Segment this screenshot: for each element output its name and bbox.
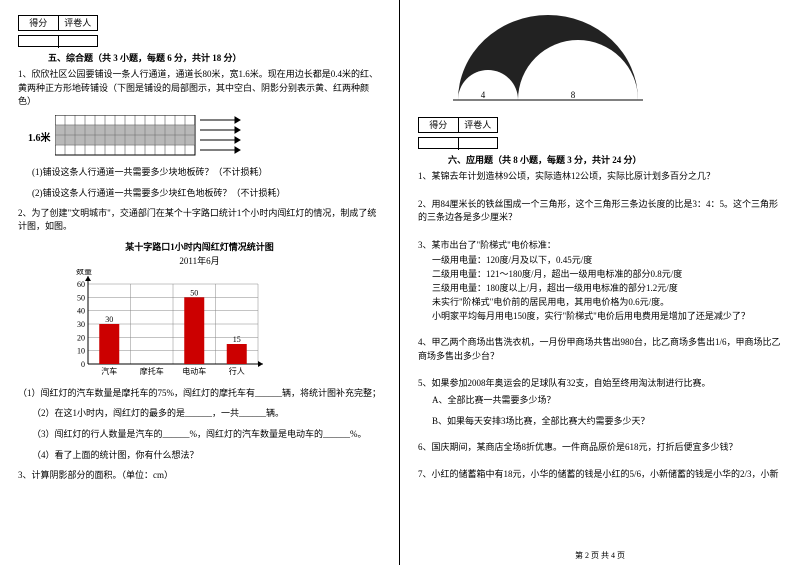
tile-width-label: 1.6米 xyxy=(28,129,51,144)
svg-text:数量: 数量 xyxy=(76,269,92,276)
svg-text:60: 60 xyxy=(77,280,85,289)
arc-label-8: 8 xyxy=(571,90,576,100)
tile-figure: 1.6米 xyxy=(28,115,381,159)
q5-1-2: (2)铺设这条人行通道一共需要多少块红色地板砖？（不计损耗） xyxy=(32,186,381,199)
q6-6: 6、国庆期间，某商店全场8折优惠。一件商品原价是618元，打折后便宜多少钱？ xyxy=(418,441,782,455)
page-footer: 第 2 页 共 4 页 xyxy=(400,550,800,561)
section5-title: 五、综合题（共 3 小题，每题 6 分，共计 18 分） xyxy=(48,51,381,64)
q6-3-head: 3、某市出台了"阶梯式"电价标准： xyxy=(418,239,782,253)
svg-text:电动车: 电动车 xyxy=(182,366,206,376)
q6-5: 5、如果参加2008年奥运会的足球队有32支，自始至终用淘汰制进行比赛。 A、全… xyxy=(418,377,782,427)
q6-3-l3: 三级用电量：180度以上/月，超出一级用电标准的部分1.2元/度 xyxy=(432,281,782,294)
left-column: 得分 评卷人 五、综合题（共 3 小题，每题 6 分，共计 18 分） 1、欣欣… xyxy=(0,0,400,565)
svg-text:0: 0 xyxy=(81,360,85,369)
svg-text:10: 10 xyxy=(77,346,85,355)
svg-text:30: 30 xyxy=(105,315,113,324)
grader-label: 评卷人 xyxy=(59,16,98,30)
score-box: 得分 评卷人 xyxy=(18,15,381,47)
grader-label-2: 评卷人 xyxy=(459,118,498,132)
q6-5-a: A、全部比赛一共需要多少场？ xyxy=(432,393,782,406)
score-label-2: 得分 xyxy=(419,118,459,132)
svg-text:50: 50 xyxy=(190,288,198,297)
svg-text:20: 20 xyxy=(77,333,85,342)
q6-5-head: 5、如果参加2008年奥运会的足球队有32支，自始至终用淘汰制进行比赛。 xyxy=(418,377,782,391)
chart-date: 2011年6月 xyxy=(18,254,381,267)
bar-chart: 0 10 20 30 40 50 60 数量 30 汽车 摩托车 50 电动车 15 行人 xyxy=(58,269,381,381)
q5-2-2: （2）在这1小时内，闯红灯的最多的是______，一共______辆。 xyxy=(32,406,381,419)
q6-3: 3、某市出台了"阶梯式"电价标准： 一级用电量：120度/月及以下，0.45元/… xyxy=(418,239,782,323)
svg-text:汽车: 汽车 xyxy=(101,366,117,376)
svg-text:30: 30 xyxy=(77,320,85,329)
q5-2-3: （3）闯红灯的行人数量是汽车的______%，闯红灯的汽车数量是电动车的____… xyxy=(32,427,381,440)
chart-title: 某十字路口1小时内闯红灯情况统计图 xyxy=(18,240,381,253)
q6-4: 4、甲乙两个商场出售洗衣机，一月份甲商场共售出980台，比乙商场多售出1/6，甲… xyxy=(418,336,782,363)
score-box-2: 得分 评卷人 xyxy=(418,117,782,149)
svg-text:摩托车: 摩托车 xyxy=(140,366,164,376)
section6-title: 六、应用题（共 8 小题，每题 3 分，共计 24 分） xyxy=(448,153,782,166)
q6-1: 1、某锦去年计划造林9公顷，实际造林12公顷，实际比原计划多百分之几？ xyxy=(418,170,782,184)
q6-5-b: B、如果每天安排3场比赛，全部比赛大约需要多少天？ xyxy=(432,414,782,427)
q6-3-l4: 未实行"阶梯式"电价前的居民用电，其用电价格为0.6元/度。 xyxy=(432,295,782,308)
score-label: 得分 xyxy=(19,16,59,30)
q5-2-1: （1）闯红灯的汽车数量是摩托车的75%，闯红灯的摩托车有______辆，将统计图… xyxy=(18,387,381,401)
svg-text:40: 40 xyxy=(77,306,85,315)
q5-1: 1、欣欣社区公园要铺设一条人行通道，通道长80米，宽1.6米。现在用边长都是0.… xyxy=(18,68,381,109)
q5-1-1: (1)铺设这条人行通道一共需要多少块地板砖？（不计损耗） xyxy=(32,165,381,178)
q6-3-l2: 二级用电量：121～180度/月，超出一级用电标准的部分0.8元/度 xyxy=(432,267,782,280)
tile-svg xyxy=(55,115,255,159)
q6-7: 7、小红的储蓄箱中有18元，小华的储蓄的钱是小红的5/6，小新储蓄的钱是小华的2… xyxy=(418,468,782,482)
svg-text:50: 50 xyxy=(77,293,85,302)
q5-2-4: （4）看了上面的统计图，你有什么想法？ xyxy=(32,448,381,461)
arc-label-4: 4 xyxy=(481,90,486,100)
q5-2: 2、为了创建"文明城市"，交通部门在某个十字路口统计1个小时内闯红灯的情况，制成… xyxy=(18,207,381,234)
q5-3: 3、计算阴影部分的面积。（单位：cm） xyxy=(18,469,381,483)
q6-3-l5: 小明家平均每月用电150度，实行"阶梯式"电价后用电费用是增加了还是减少了？ xyxy=(432,309,782,322)
arc-figure: 4 8 xyxy=(448,15,782,107)
q6-3-l1: 一级用电量：120度/月及以下，0.45元/度 xyxy=(432,253,782,266)
right-column: 4 8 得分 评卷人 六、应用题（共 8 小题，每题 3 分，共计 24 分） … xyxy=(400,0,800,565)
q6-2: 2、用84厘米长的铁丝围成一个三角形，这个三角形三条边长度的比是3：4：5。这个… xyxy=(418,198,782,225)
svg-text:15: 15 xyxy=(233,335,241,344)
svg-text:行人: 行人 xyxy=(229,366,245,376)
